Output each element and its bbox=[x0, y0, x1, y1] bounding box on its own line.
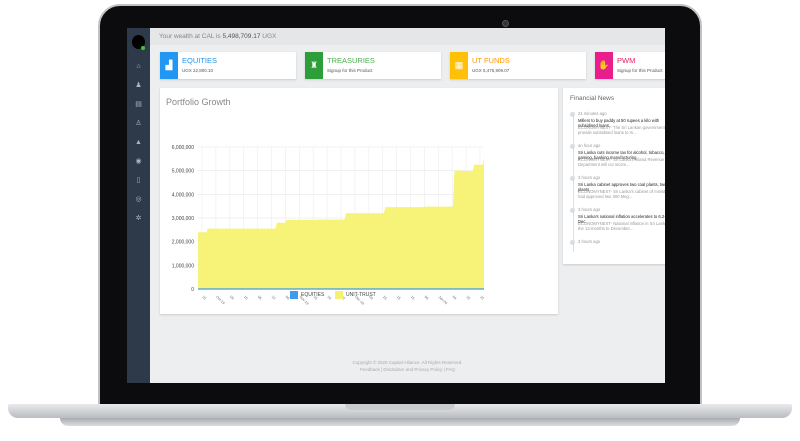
news-body: ECONOMYNEXT- National inflation in Sri L… bbox=[578, 221, 665, 231]
card-pwm[interactable]: ✋ PWM Signup for this Product bbox=[595, 52, 665, 79]
file-icon[interactable]: ▯ bbox=[136, 177, 141, 184]
x-tick-label: 15 bbox=[340, 295, 346, 301]
footer: Copyright © 2020 Capital Alliance. All R… bbox=[150, 359, 665, 373]
x-tick-label: 09 bbox=[368, 295, 374, 301]
wealth-label: Your wealth at CAL is bbox=[159, 33, 221, 40]
card-subtitle: UGX 5,475,909.07 bbox=[472, 68, 510, 73]
news-headline[interactable]: Sri Lanka's national inflation accelerat… bbox=[578, 214, 665, 224]
news-body: ECONOMYNEXT- Sri Lanka's cabinet of mini… bbox=[578, 189, 665, 199]
timeline-dot-icon bbox=[570, 240, 575, 245]
legend-label: EQUITIES bbox=[301, 292, 325, 298]
card-title: PWM bbox=[617, 56, 636, 65]
x-tick-label: 09 bbox=[451, 295, 457, 301]
camera bbox=[502, 20, 509, 27]
gear-icon[interactable]: ✲ bbox=[135, 215, 142, 222]
document-icon[interactable]: ▤ bbox=[135, 101, 142, 108]
legend-swatch bbox=[290, 291, 298, 299]
x-tick-label: Dec-19 bbox=[354, 295, 365, 306]
screen: ⌂ ♟ ▤ ♙ ▲ ◉ ▯ ◎ ✲ Your wealth at CAL is 5,498,70… bbox=[127, 28, 665, 383]
card-treasuries[interactable]: ♜ TREASURIES Signup for this Product bbox=[305, 52, 441, 79]
news-time: 3 hours ago bbox=[578, 239, 601, 244]
card-subtitle: UGX 22,800.10 bbox=[182, 68, 214, 73]
y-tick-label: 3,000,000 bbox=[172, 216, 194, 222]
x-tick-label: Oct-19 bbox=[215, 295, 225, 305]
x-tick-label: 06 bbox=[257, 295, 263, 301]
home-icon[interactable]: ⌂ bbox=[136, 63, 141, 70]
x-tick-label: 15 bbox=[410, 295, 416, 301]
x-tick-label: 06 bbox=[424, 295, 430, 301]
y-tick-label: 6,000,000 bbox=[172, 145, 194, 151]
top-bar: Your wealth at CAL is 5,498,709.17 UGX bbox=[150, 28, 665, 45]
card-subtitle: Signup for this Product bbox=[617, 68, 663, 73]
legend-unit-trust[interactable]: UNIT-TRUST bbox=[335, 291, 376, 299]
timeline-dot-icon bbox=[570, 176, 575, 181]
legend-label: UNIT-TRUST bbox=[346, 292, 376, 298]
user-icon[interactable]: ♟ bbox=[135, 82, 142, 89]
timeline-line bbox=[573, 112, 574, 252]
sidebar: ⌂ ♟ ▤ ♙ ▲ ◉ ▯ ◎ ✲ bbox=[127, 28, 150, 383]
financial-news-panel: Financial News 21 minutes ago Millers to … bbox=[563, 88, 665, 264]
y-tick-label: 2,000,000 bbox=[172, 240, 194, 246]
news-body: ECONOMYNEXT- The Sri Lankan government w… bbox=[578, 125, 665, 135]
news-body: ECONOMYNEXT- Sri Lanka's Inland Revenue … bbox=[578, 157, 665, 167]
coins-icon: ▦ bbox=[450, 52, 468, 79]
x-tick-label: Jan-20 bbox=[438, 295, 448, 305]
card-subtitle: Signup for this Product bbox=[327, 68, 373, 73]
news-time: an hour ago bbox=[578, 143, 601, 148]
legend-equities[interactable]: EQUITIES bbox=[290, 291, 324, 299]
news-headline[interactable]: Millers to buy paddy at 50 rupees a kilo… bbox=[578, 118, 660, 128]
shield-icon[interactable]: ◉ bbox=[135, 158, 142, 165]
y-tick-label: 0 bbox=[191, 287, 194, 293]
timeline-dot-icon bbox=[570, 208, 575, 213]
portfolio-chart: 0 1,000,000 2,000,000 3,000,000 4,000,000 5,0… bbox=[172, 145, 485, 306]
x-tick-label: 15 bbox=[382, 295, 388, 301]
y-tick-label: 5,000,000 bbox=[172, 169, 194, 175]
online-indicator bbox=[141, 46, 145, 50]
x-tick-label: 15 bbox=[396, 295, 402, 301]
x-tick-label: 09 bbox=[229, 295, 235, 301]
copyright: Copyright © 2020 Capital Alliance. All R… bbox=[352, 360, 463, 365]
x-tick-label: 15 bbox=[465, 295, 471, 301]
wealth-value: 5,498,709.17 bbox=[222, 33, 261, 40]
currency: UGX bbox=[262, 33, 277, 40]
legend-swatch bbox=[335, 291, 343, 299]
laptop-bottom bbox=[60, 418, 740, 426]
card-equities[interactable]: ▟ EQUITIES UGX 22,800.10 bbox=[160, 52, 296, 79]
x-tick-label: 15 bbox=[201, 295, 207, 301]
timeline-dot-icon bbox=[570, 144, 575, 149]
chart-icon: ▟ bbox=[160, 52, 178, 79]
footer-links[interactable]: Feedback | Disclaimer and Privacy Policy… bbox=[359, 367, 456, 372]
panel-title: Portfolio Growth bbox=[166, 97, 231, 107]
news-time: 3 hours ago bbox=[578, 207, 601, 212]
timeline-dot-icon bbox=[570, 112, 575, 117]
laptop-base bbox=[8, 404, 792, 418]
users-icon[interactable]: ♙ bbox=[135, 120, 142, 127]
y-tick-label: 4,000,000 bbox=[172, 192, 194, 198]
bank-icon[interactable]: ▲ bbox=[135, 139, 142, 146]
card-title: EQUITIES bbox=[182, 56, 218, 65]
card-title: TREASURIES bbox=[327, 56, 375, 65]
x-tick-label: Nov-19 bbox=[299, 295, 310, 306]
news-time: 21 minutes ago bbox=[578, 111, 607, 116]
news-title: Financial News bbox=[570, 95, 615, 102]
card-ut-funds[interactable]: ▦ UT FUNDS UGX 5,475,909.07 bbox=[450, 52, 586, 79]
x-tick-label: 15 bbox=[243, 295, 249, 301]
globe-icon[interactable]: ◎ bbox=[135, 196, 142, 203]
news-headline[interactable]: Sri Lanka cuts income tax for alcohol, t… bbox=[578, 150, 665, 160]
news-headline[interactable]: Sri Lanka cabinet approves two coal plan… bbox=[578, 182, 665, 192]
x-tick-label: 06 bbox=[285, 295, 291, 301]
portfolio-growth-panel: Portfolio Growth 0 1,000,000 2,000,000 3,00… bbox=[160, 88, 558, 314]
news-time: 3 hours ago bbox=[578, 175, 601, 180]
building-icon: ♜ bbox=[305, 52, 323, 79]
laptop-notch bbox=[345, 404, 455, 410]
card-title: UT FUNDS bbox=[472, 56, 510, 65]
x-tick-label: 15 bbox=[312, 295, 318, 301]
x-tick-label: 22 bbox=[271, 295, 277, 301]
x-tick-label: 15 bbox=[479, 295, 485, 301]
x-tick-label: 15 bbox=[326, 295, 332, 301]
hand-icon: ✋ bbox=[595, 52, 613, 79]
avatar[interactable] bbox=[132, 35, 145, 49]
series-area-unit-trust bbox=[198, 158, 484, 289]
y-tick-label: 1,000,000 bbox=[172, 263, 194, 269]
